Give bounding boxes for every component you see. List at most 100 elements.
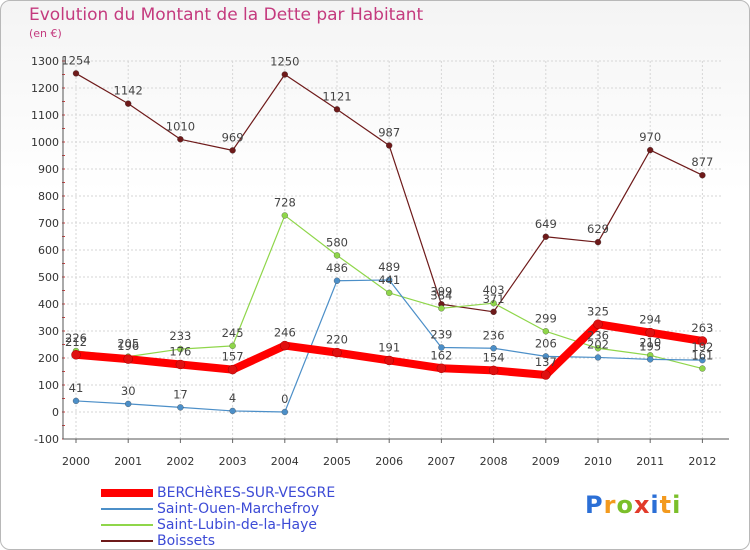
x-tick-label: 2012 bbox=[688, 455, 716, 468]
data-label-0: 263 bbox=[691, 321, 713, 335]
x-tick-label: 2002 bbox=[166, 455, 194, 468]
y-tick-label: 1300 bbox=[31, 55, 59, 68]
x-tick-label: 2004 bbox=[271, 455, 299, 468]
data-label-2: 236 bbox=[587, 328, 609, 342]
series-point-0 bbox=[384, 355, 394, 366]
data-label-0: 196 bbox=[117, 339, 139, 353]
y-tick-label: 1200 bbox=[31, 82, 59, 95]
x-tick-label: 2003 bbox=[219, 455, 247, 468]
proxiti-logo: Proxiti bbox=[585, 491, 681, 519]
data-label-3: 399 bbox=[430, 284, 452, 298]
data-label-2: 245 bbox=[222, 326, 244, 340]
data-label-2: 226 bbox=[65, 331, 87, 345]
data-label-1: 4 bbox=[229, 391, 236, 405]
series-point-2 bbox=[542, 328, 549, 335]
data-label-3: 1010 bbox=[166, 119, 195, 133]
series-point-1 bbox=[542, 353, 549, 360]
y-tick-label: 1000 bbox=[31, 136, 59, 149]
data-label-0: 212 bbox=[65, 335, 87, 349]
legend: BERCHèRES-SUR-VESGRE Saint-Ouen-Marchefro… bbox=[101, 485, 401, 549]
series-point-1 bbox=[229, 407, 236, 415]
logo-letter: P bbox=[585, 491, 604, 519]
series-point-1 bbox=[386, 276, 393, 284]
x-tick-label: 2005 bbox=[323, 455, 351, 468]
series-point-3 bbox=[281, 71, 288, 78]
y-tick-label: -100 bbox=[34, 433, 59, 446]
data-label-2: 580 bbox=[326, 235, 348, 249]
data-label-0: 246 bbox=[274, 326, 296, 340]
legend-swatch bbox=[101, 489, 153, 497]
data-label-3: 877 bbox=[691, 155, 713, 169]
series-point-3 bbox=[386, 142, 393, 149]
data-label-3: 649 bbox=[535, 217, 557, 231]
series-point-1 bbox=[72, 397, 80, 405]
data-label-0: 157 bbox=[222, 350, 244, 364]
data-label-1: 41 bbox=[69, 381, 84, 395]
data-labels: 212 196 176 157 246 220 191 162 154 137 325 294 263 4… bbox=[61, 53, 713, 406]
y-tick-label: 700 bbox=[38, 217, 59, 230]
series-point-3 bbox=[699, 172, 706, 179]
legend-item: Saint-Lubin-de-la-Haye bbox=[101, 517, 401, 533]
series-point-2 bbox=[438, 305, 445, 312]
legend-item: Boissets bbox=[101, 533, 401, 549]
legend-item: BERCHèRES-SUR-VESGRE bbox=[101, 485, 401, 501]
chart-title: Evolution du Montant de la Dette par Hab… bbox=[29, 5, 424, 25]
data-label-0: 154 bbox=[483, 350, 505, 364]
series-point-0 bbox=[488, 365, 499, 376]
series-point-1 bbox=[281, 408, 288, 416]
series-point-3 bbox=[542, 233, 549, 240]
series-point-2 bbox=[490, 300, 497, 307]
y-tick-label: 100 bbox=[38, 379, 59, 392]
series-point-0 bbox=[436, 363, 447, 374]
legend-swatch bbox=[101, 524, 153, 526]
series-point-3 bbox=[594, 239, 602, 246]
data-label-2: 205 bbox=[117, 337, 139, 351]
x-tick-label: 2007 bbox=[427, 455, 455, 468]
data-label-1: 30 bbox=[121, 384, 136, 398]
series-point-2 bbox=[177, 345, 184, 353]
y-tick-label: 0 bbox=[52, 406, 59, 419]
data-label-3: 969 bbox=[222, 130, 244, 144]
data-label-2: 403 bbox=[483, 283, 505, 297]
x-tick-label: 2000 bbox=[62, 455, 90, 468]
series-point-2 bbox=[229, 342, 236, 350]
data-label-0: 137 bbox=[535, 355, 557, 369]
chart-unit: (en €) bbox=[29, 27, 62, 40]
series-point-0 bbox=[645, 327, 655, 338]
series-point-0 bbox=[71, 350, 81, 360]
data-label-1: 236 bbox=[483, 328, 505, 342]
data-label-3: 970 bbox=[639, 130, 661, 144]
data-label-3: 1250 bbox=[270, 55, 299, 69]
data-label-2: 299 bbox=[535, 311, 557, 325]
x-tick-label: 2010 bbox=[584, 455, 612, 468]
y-tick-label: 300 bbox=[38, 325, 59, 338]
series-point-1 bbox=[647, 356, 654, 363]
data-label-3: 629 bbox=[587, 222, 609, 236]
series-point-0 bbox=[332, 347, 342, 358]
data-label-0: 220 bbox=[326, 333, 348, 347]
series-point-3 bbox=[229, 147, 236, 154]
series-point-3 bbox=[72, 70, 80, 77]
y-tick-label: 200 bbox=[38, 352, 59, 365]
data-label-0: 176 bbox=[169, 344, 191, 358]
series-group bbox=[71, 70, 708, 416]
series-point-2 bbox=[281, 212, 288, 219]
series-point-3 bbox=[125, 100, 132, 107]
data-label-0: 325 bbox=[587, 304, 609, 318]
data-label-1: 192 bbox=[691, 340, 713, 354]
x-tick-label: 2006 bbox=[375, 455, 403, 468]
data-label-1: 206 bbox=[535, 336, 557, 350]
legend-label: BERCHèRES-SUR-VESGRE bbox=[157, 485, 336, 501]
data-label-1: 195 bbox=[639, 339, 661, 353]
data-label-1: 17 bbox=[173, 387, 188, 401]
series-point-2 bbox=[699, 365, 706, 372]
legend-swatch bbox=[101, 508, 153, 510]
series-point-1 bbox=[125, 400, 132, 408]
series-point-1 bbox=[438, 344, 445, 351]
data-label-3: 1142 bbox=[114, 84, 143, 98]
series-point-0 bbox=[227, 364, 238, 375]
series-point-1 bbox=[699, 357, 706, 364]
logo-letter: t bbox=[659, 491, 673, 519]
x-tick-label: 2009 bbox=[532, 455, 560, 468]
